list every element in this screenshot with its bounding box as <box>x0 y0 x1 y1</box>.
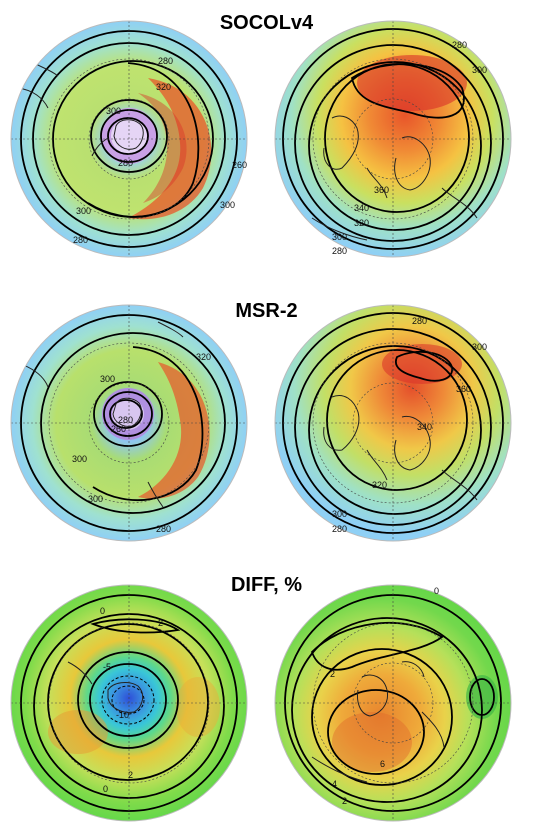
contour-label: 360 <box>374 185 389 195</box>
contour-label: 340 <box>417 422 432 432</box>
contour-label: 0 <box>103 784 108 794</box>
contour-label: 300 <box>88 494 103 504</box>
socolv4-north-pole-map: 280 300 360 340 320 300 280 <box>272 18 514 260</box>
msr2-south-pole-map: 300 320 300 260 280 300 280 <box>8 302 250 544</box>
msr2-north-pole-map: 280 300 360 340 320 300 280 <box>272 302 514 544</box>
contour-label: 280 <box>73 235 88 245</box>
contour-label: 280 <box>118 415 133 425</box>
contour-label: 280 <box>332 524 347 534</box>
contour-label: 300 <box>472 65 487 75</box>
contour-label: 320 <box>156 82 171 92</box>
contour-label: 6 <box>380 759 385 769</box>
contour-label: 280 <box>118 158 133 168</box>
contour-label: 300 <box>76 206 91 216</box>
contour-label: 340 <box>354 203 369 213</box>
contour-label: 2 <box>128 770 133 780</box>
contour-label: 260 <box>111 424 126 434</box>
contour-label: 300 <box>220 200 235 210</box>
diff-south-pole-map: 0 2 -5 -10 2 0 <box>8 582 250 824</box>
contour-label: -10 <box>116 710 129 720</box>
contour-label: 280 <box>452 40 467 50</box>
socolv4-south-pole-map: 280 320 300 300 280 280 260 300 <box>8 18 250 260</box>
contour-label: 300 <box>100 374 115 384</box>
panel-title-diff: DIFF, % <box>230 574 303 596</box>
contour-label: 2 <box>158 618 163 628</box>
contour-label: 0 <box>434 586 439 596</box>
contour-label: 280 <box>412 316 427 326</box>
contour-label: 300 <box>332 509 347 519</box>
contour-label: 300 <box>332 232 347 242</box>
panel-title-msr2: MSR-2 <box>235 300 298 322</box>
contour-label: -5 <box>103 662 111 672</box>
contour-label: 320 <box>372 480 387 490</box>
contour-label: 0 <box>100 606 105 616</box>
contour-label: 2 <box>330 669 335 679</box>
panel-title-socolv4: SOCOLv4 <box>219 12 314 34</box>
contour-label: 320 <box>354 218 369 228</box>
contour-label: 320 <box>196 352 211 362</box>
diff-north-pole-map: 0 2 6 4 2 <box>272 582 514 824</box>
contour-label: 300 <box>72 454 87 464</box>
contour-label: 360 <box>456 384 471 394</box>
contour-label: 260 <box>232 160 247 170</box>
contour-label: 280 <box>156 524 171 534</box>
contour-label: 280 <box>332 246 347 256</box>
contour-label: 300 <box>472 342 487 352</box>
contour-label: 300 <box>106 106 121 116</box>
contour-label: 4 <box>332 779 337 789</box>
contour-label: 280 <box>158 56 173 66</box>
contour-label: 2 <box>342 796 347 806</box>
